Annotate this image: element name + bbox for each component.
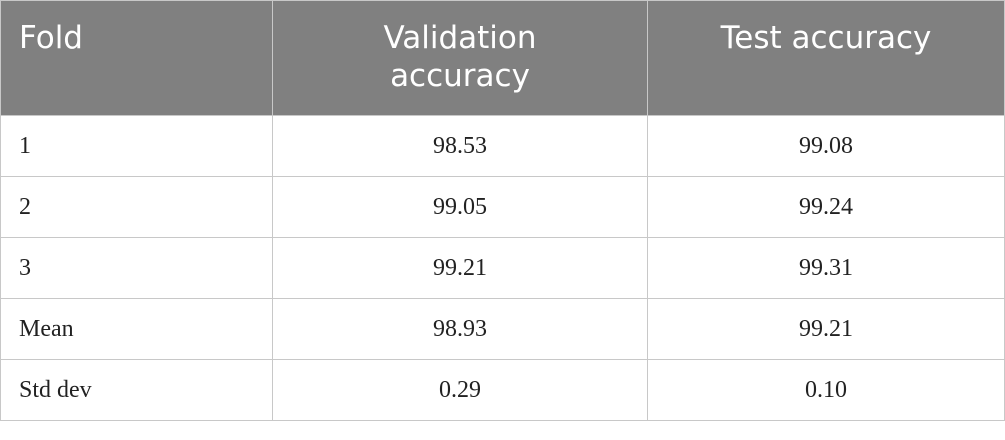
table-row: Std dev 0.29 0.10 [0,359,1005,421]
table-cell: 1 [0,115,273,177]
table-row: 3 99.21 99.31 [0,237,1005,299]
header-cell: Validation accuracy [272,0,648,116]
table-body: 1 98.53 99.08 2 99.05 99.24 3 99.21 99.31 Mean 98.… [0,115,1005,421]
header-cell: Fold [0,0,273,116]
table-cell: 99.24 [647,176,1005,238]
table-cell: 99.21 [647,298,1005,360]
table-cell: 0.10 [647,359,1005,421]
table-header: Fold Validation accuracy Test accuracy [0,0,1005,116]
table-row: 1 98.53 99.08 [0,115,1005,177]
table-cell: 99.05 [272,176,648,238]
header-cell: Test accuracy [647,0,1005,116]
table-cell: Std dev [0,359,273,421]
table-row: Mean 98.93 99.21 [0,298,1005,360]
header-text: Validation accuracy [383,20,537,94]
table-cell: 0.29 [272,359,648,421]
table-row: 2 99.05 99.24 [0,176,1005,238]
table-cell: 99.31 [647,237,1005,299]
table-cell: 3 [0,237,273,299]
table-cell: 98.53 [272,115,648,177]
table-cell: 99.21 [272,237,648,299]
header-row: Fold Validation accuracy Test accuracy [0,0,1005,116]
results-table: Fold Validation accuracy Test accuracy 1… [0,0,1005,421]
table-cell: 99.08 [647,115,1005,177]
table-cell: 2 [0,176,273,238]
table-cell: 98.93 [272,298,648,360]
table-cell: Mean [0,298,273,360]
